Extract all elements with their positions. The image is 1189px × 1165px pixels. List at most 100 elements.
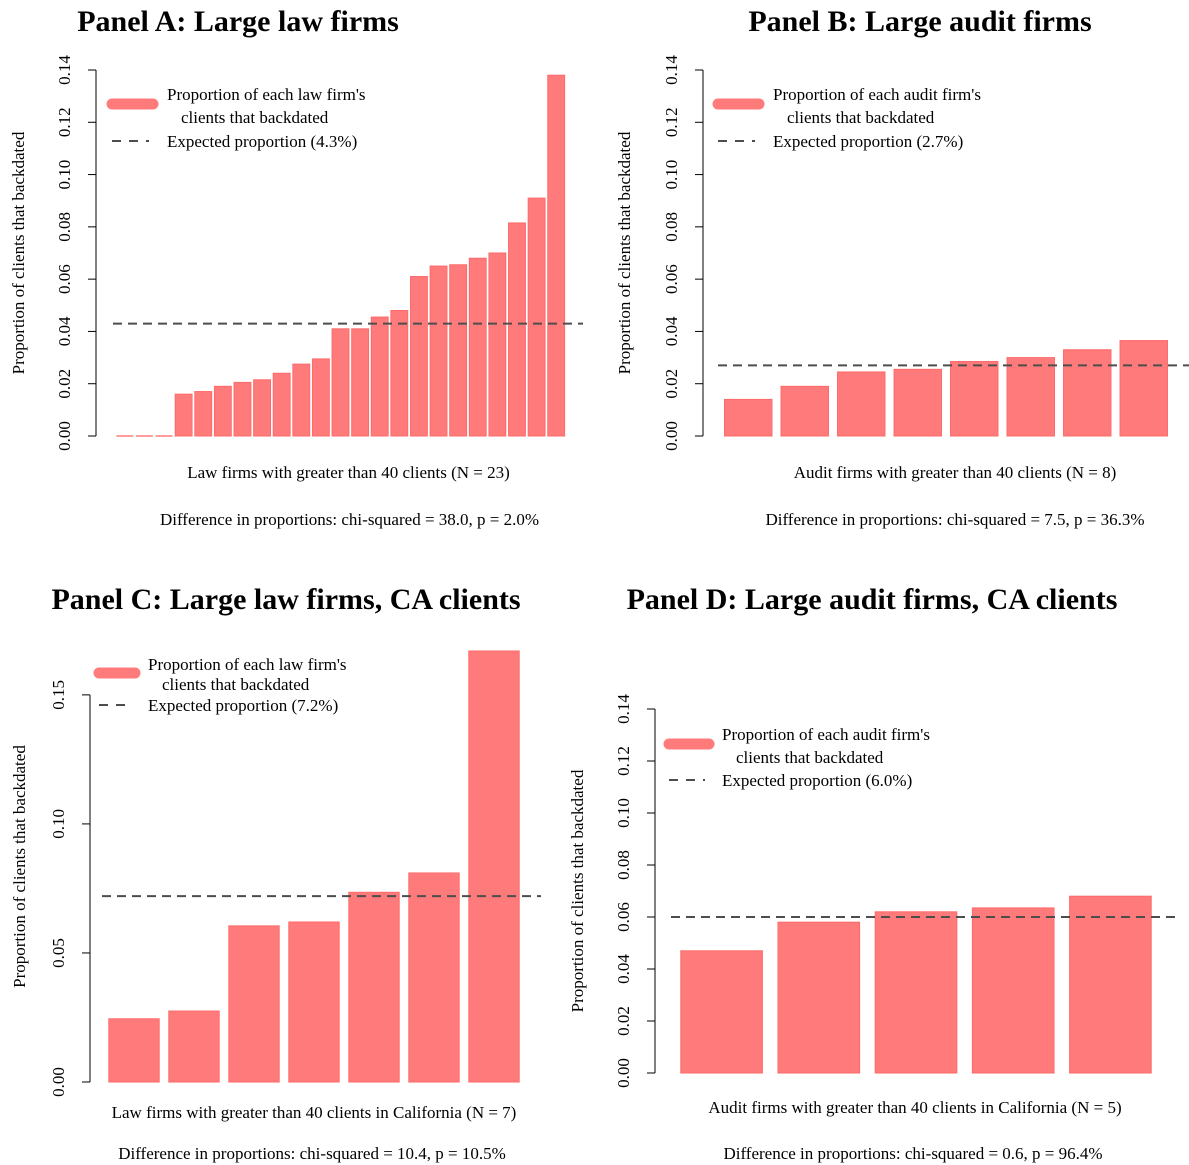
y-tick-label: 0.04 [55,316,74,346]
y-tick-label: 0.00 [49,1067,68,1097]
y-tick-label: 0.14 [614,694,633,724]
y-tick-label: 0.08 [614,850,633,880]
y-tick-label: 0.12 [662,107,681,137]
legend-line-label: Expected proportion (6.0%) [722,771,912,790]
bar [228,925,280,1083]
y-tick-label: 0.12 [55,107,74,137]
y-tick-label: 0.06 [55,264,74,294]
legend-line-label: Expected proportion (7.2%) [148,696,338,715]
bar [408,872,460,1083]
legend-bar-label: Proportion of each audit firm's [773,85,981,104]
y-tick-label: 0.06 [662,264,681,294]
y-tick-label: 0.05 [49,938,68,968]
bar [449,264,468,437]
y-tick-label: 0.04 [614,954,633,984]
y-axis-label: Proportion of clients that backdated [9,131,28,374]
bar [253,379,271,437]
bar [893,368,942,437]
bar [288,921,340,1083]
bar [971,907,1055,1074]
bar [837,371,886,437]
x-axis-label: Law firms with greater than 40 clients (… [187,463,510,482]
bar [331,328,350,437]
y-tick-label: 0.04 [662,316,681,346]
y-tick-label: 0.02 [662,369,681,399]
bar [874,911,958,1074]
stat-caption: Difference in proportions: chi-squared =… [118,1144,506,1163]
x-axis-label: Law firms with greater than 40 clients i… [112,1103,517,1122]
y-tick-label: 0.14 [662,55,681,85]
y-tick-label: 0.00 [662,421,681,451]
bar [547,74,566,437]
y-axis-label: Proportion of clients that backdated [10,745,29,988]
panel-b: Panel B: Large audit firms 0.00 0.02 0.04 0.… [615,5,1189,529]
bar [272,372,291,437]
legend-bar-label: Proportion of each law firm's [167,85,366,104]
y-tick-label: 0.12 [614,746,633,776]
y-tick-label: 0.10 [55,160,74,190]
bar [108,1018,160,1083]
bar [351,328,370,437]
bar [1006,357,1055,437]
bar [429,265,448,437]
chart-title: Panel C: Large law firms, CA clients [51,583,520,616]
legend-bar-label: clients that backdated [736,748,884,767]
bar [780,385,829,437]
bar [724,398,773,437]
y-tick-label: 0.08 [662,212,681,242]
chart-title: Panel B: Large audit firms [748,5,1091,38]
bar [777,921,861,1074]
bar [680,950,763,1074]
legend-line-label: Expected proportion (4.3%) [167,132,357,151]
x-axis-label: Audit firms with greater than 40 clients… [708,1098,1121,1117]
bar [488,252,507,437]
bar [527,197,546,437]
y-tick-label: 0.08 [55,212,74,242]
legend-bar-label: clients that backdated [787,108,935,127]
bar [390,310,409,437]
y-tick-label: 0.15 [49,680,68,710]
legend-bar-label: Proportion of each audit firm's [722,725,930,744]
panel-a: Panel A: Large law firms 0.00 0.02 0.04 0.06… [9,5,583,529]
legend-bar-label: Proportion of each law firm's [148,655,347,674]
bar [174,393,193,437]
bar [1069,895,1152,1074]
bar [950,360,999,437]
y-tick-label: 0.00 [55,421,74,451]
bar [213,385,232,437]
bar [292,363,311,437]
bar [410,276,428,437]
y-tick-label: 0.14 [55,55,74,85]
bar [468,257,487,437]
bar [348,891,400,1083]
bar [168,1010,220,1083]
bar [468,650,520,1083]
y-axis-label: Proportion of clients that backdated [615,131,634,374]
bar [1063,349,1112,437]
stat-caption: Difference in proportions: chi-squared =… [160,510,539,529]
x-axis-label: Audit firms with greater than 40 clients… [794,463,1117,482]
chart-title: Panel A: Large law firms [77,5,399,38]
legend-bar-label: clients that backdated [181,108,329,127]
panel-d: Panel D: Large audit firms, CA clients 0.… [568,583,1181,1163]
stat-caption: Difference in proportions: chi-squared =… [723,1144,1102,1163]
stat-caption: Difference in proportions: chi-squared =… [765,510,1144,529]
chart-title: Panel D: Large audit firms, CA clients [627,583,1118,616]
bar [1119,340,1168,437]
y-tick-label: 0.10 [49,809,68,839]
y-tick-label: 0.02 [614,1006,633,1036]
y-tick-label: 0.10 [662,160,681,190]
bar [311,358,330,437]
bar [370,316,389,437]
y-axis-label: Proportion of clients that backdated [568,769,587,1012]
bar [194,391,213,437]
y-tick-label: 0.06 [614,902,633,932]
legend-line-label: Expected proportion (2.7%) [773,132,963,151]
panel-c: Panel C: Large law firms, CA clients 0.00… [10,583,541,1163]
bar [508,222,526,437]
legend-bar-label: clients that backdated [162,675,310,694]
bar [233,381,252,437]
y-tick-label: 0.02 [55,369,74,399]
y-tick-label: 0.00 [614,1058,633,1088]
